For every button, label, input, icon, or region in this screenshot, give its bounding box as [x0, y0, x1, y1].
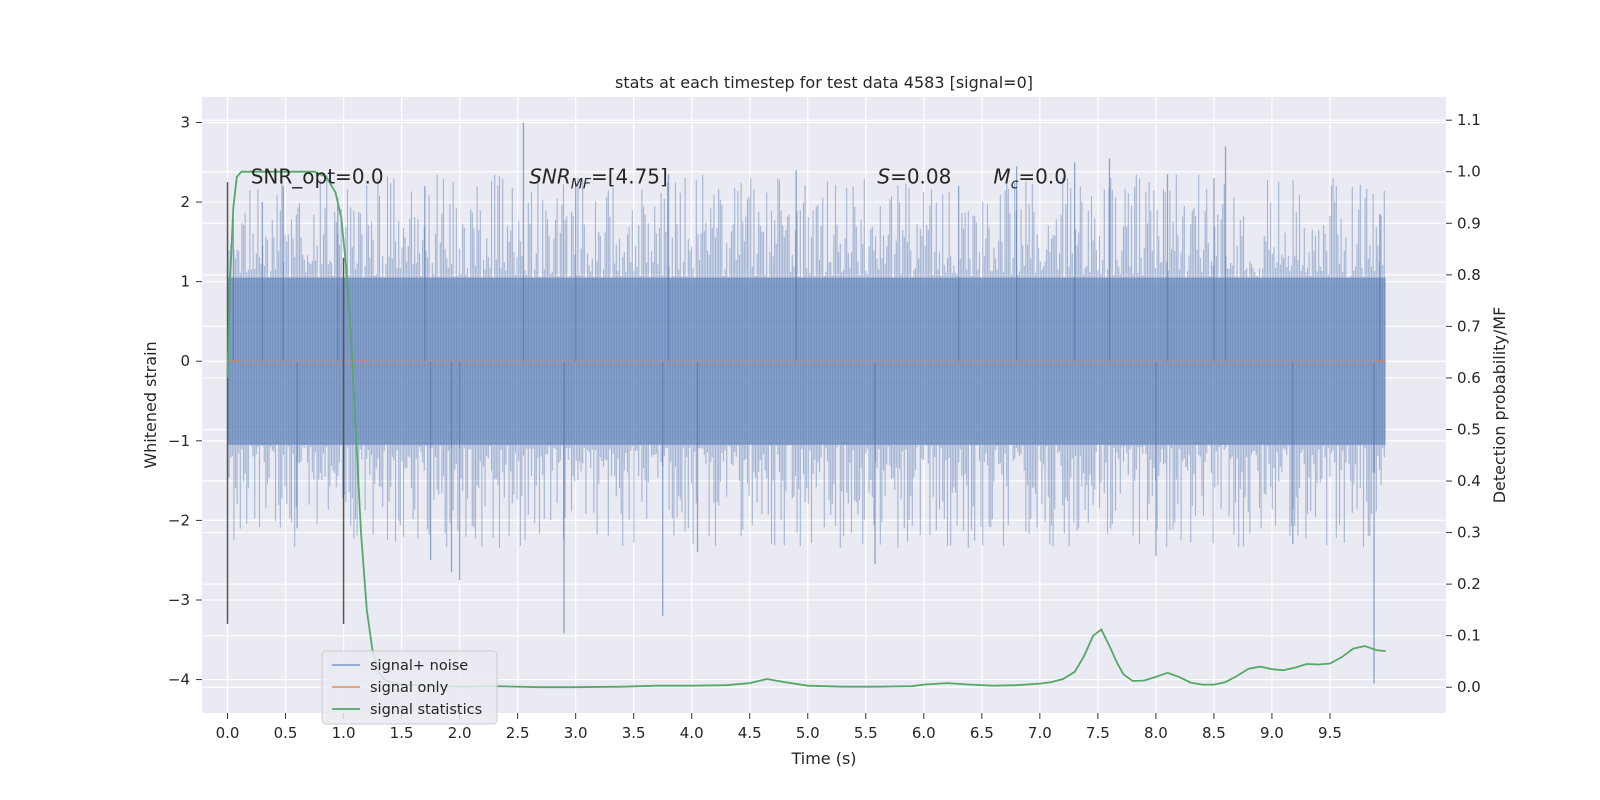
- x-tick-label: 0.0: [216, 724, 240, 742]
- y2-tick-label: 0.0: [1457, 678, 1481, 696]
- y2-tick-label: 0.7: [1457, 317, 1481, 335]
- y2-tick-label: 0.6: [1457, 369, 1481, 387]
- x-tick-label: 0.5: [274, 724, 298, 742]
- series-signal-statistics: [226, 170, 1386, 689]
- x-tick-label: 1.5: [390, 724, 414, 742]
- y-axis-right: 0.0 0.1 0.2 0.3 0.4 0.5 0.6 0.7 0.8 0.9 1.0 1.1: [1446, 111, 1481, 696]
- x-tick-label: 6.5: [970, 724, 994, 742]
- y2-tick-label: 0.3: [1457, 524, 1481, 542]
- y2-tick-label: 0.5: [1457, 420, 1481, 438]
- chart-title: stats at each timestep for test data 458…: [615, 73, 1033, 92]
- x-tick-label: 5.5: [854, 724, 878, 742]
- x-tick-label: 2.5: [506, 724, 530, 742]
- annotation-snr-mf: SNRMF=[4.75]: [529, 165, 668, 193]
- x-tick-label: 2.0: [448, 724, 472, 742]
- y2-axis-label: Detection probability/MF: [1490, 307, 1509, 504]
- legend-label: signal statistics: [370, 702, 482, 718]
- x-tick-label: 5.0: [796, 724, 820, 742]
- y2-tick-label: 0.1: [1457, 627, 1481, 645]
- y-tick-label: −1: [168, 432, 190, 450]
- y-tick-label: −2: [168, 511, 190, 529]
- x-tick-label: 4.5: [738, 724, 762, 742]
- annotation-mc-value: Mc=0.0: [993, 165, 1067, 193]
- annotation-subscript: MF: [571, 177, 592, 193]
- y-axis-label: Whitened strain: [141, 341, 160, 468]
- y-tick-label: 3: [180, 113, 190, 131]
- x-tick-label: 9.0: [1260, 724, 1284, 742]
- x-tick-label: 3.0: [564, 724, 588, 742]
- annotation-value: =[4.75]: [591, 165, 668, 189]
- y2-tick-label: 0.8: [1457, 266, 1481, 284]
- y-tick-label: −4: [168, 671, 190, 689]
- x-tick-label: 9.5: [1318, 724, 1342, 742]
- x-tick-label: 7.5: [1086, 724, 1110, 742]
- legend-box: [321, 650, 498, 725]
- x-axis: 0.0 0.5 1.0 1.5 2.0 2.5 3.0 3.5 4.0 4.5 5.0 5.5 6.0 6…: [216, 713, 1342, 742]
- legend: signal+ noise signal only signal statistic…: [321, 650, 498, 725]
- annotation-value: =0.08: [890, 165, 951, 189]
- legend-label: signal+ noise: [370, 658, 468, 674]
- y-tick-label: 2: [180, 193, 190, 211]
- x-tick-label: 4.0: [680, 724, 704, 742]
- y-tick-label: −3: [168, 591, 190, 609]
- y2-tick-label: 0.9: [1457, 214, 1481, 232]
- annotation-main: S: [877, 165, 890, 189]
- x-tick-label: 6.0: [912, 724, 936, 742]
- annotation-value: =0.0: [1018, 165, 1067, 189]
- x-tick-label: 3.5: [622, 724, 646, 742]
- x-tick-label: 7.0: [1028, 724, 1052, 742]
- y2-tick-label: 0.2: [1457, 575, 1481, 593]
- annotation-main: M: [993, 165, 1010, 189]
- y-axis-left: −4 −3 −2 −1 0 1 2 3: [168, 113, 202, 689]
- annotation-main: SNR_opt=0.0: [251, 165, 384, 189]
- annotation-main: SNR: [529, 165, 571, 189]
- annotation-subscript: c: [1011, 177, 1019, 193]
- y2-tick-label: 1.1: [1457, 111, 1481, 129]
- y2-tick-label: 1.0: [1457, 163, 1481, 181]
- x-tick-label: 1.0: [332, 724, 356, 742]
- x-axis-label: Time (s): [790, 749, 856, 768]
- y-tick-label: 1: [180, 273, 190, 291]
- annotation-snr-opt: SNR_opt=0.0: [251, 165, 384, 189]
- y2-tick-label: 0.4: [1457, 472, 1481, 490]
- annotation-s-value: S=0.08: [877, 165, 951, 189]
- legend-label: signal only: [370, 680, 449, 696]
- x-tick-label: 8.5: [1202, 724, 1226, 742]
- y-tick-label: 0: [180, 352, 190, 370]
- x-tick-label: 8.0: [1144, 724, 1168, 742]
